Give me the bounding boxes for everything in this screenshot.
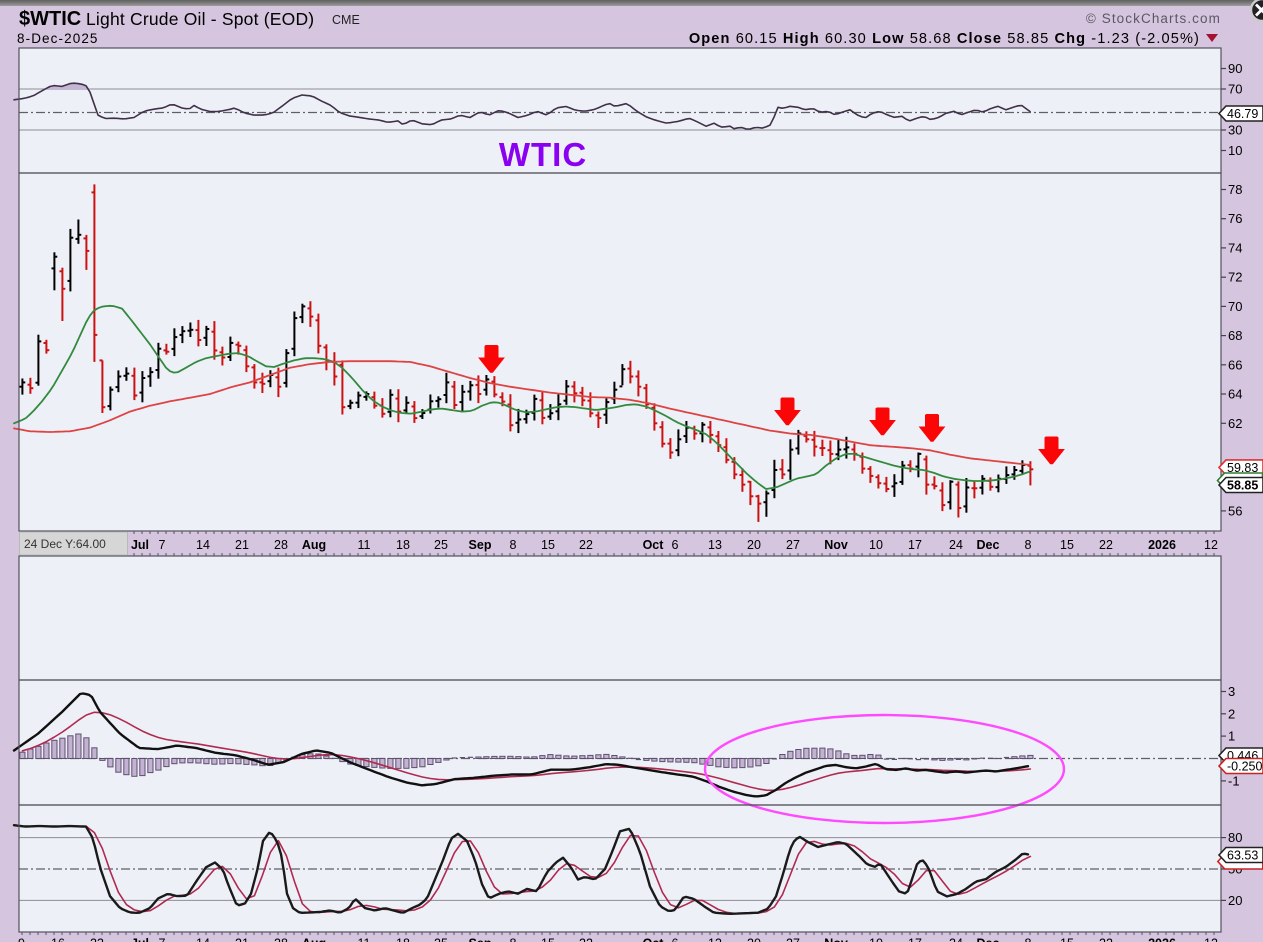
svg-text:10: 10 [869,538,883,552]
svg-text:8: 8 [1025,538,1032,552]
svg-text:8: 8 [510,538,517,552]
svg-text:2026: 2026 [1148,937,1176,942]
svg-text:Oct: Oct [643,538,665,552]
svg-text:Nov: Nov [824,937,848,942]
svg-text:-0.250: -0.250 [1227,760,1262,774]
svg-text:76: 76 [1228,211,1242,226]
svg-text:14: 14 [196,538,210,552]
svg-text:16: 16 [51,937,65,942]
svg-text:20: 20 [1228,893,1242,908]
svg-text:21: 21 [235,538,249,552]
svg-text:Oct: Oct [643,937,665,942]
svg-text:WTIC: WTIC [499,136,587,173]
svg-text:Light Crude Oil - Spot (EOD): Light Crude Oil - Spot (EOD) [86,9,314,29]
svg-text:68: 68 [1228,328,1242,343]
svg-text:Nov: Nov [824,538,848,552]
svg-text:Jul: Jul [131,538,149,552]
svg-text:72: 72 [1228,270,1242,285]
svg-text:13: 13 [708,538,722,552]
svg-text:78: 78 [1228,182,1242,197]
svg-text:66: 66 [1228,357,1242,372]
svg-text:17: 17 [908,937,922,942]
svg-text:Sep: Sep [469,937,492,942]
svg-text:12: 12 [1204,937,1218,942]
svg-text:24: 24 [949,538,963,552]
svg-text:6: 6 [672,538,679,552]
svg-text:21: 21 [235,937,249,942]
svg-text:27: 27 [786,538,800,552]
svg-text:2026: 2026 [1148,538,1176,552]
svg-text:70: 70 [1228,82,1242,97]
svg-text:11: 11 [358,538,371,552]
svg-text:62: 62 [1228,416,1242,431]
svg-text:22: 22 [579,937,593,942]
svg-text:Dec: Dec [977,538,1000,552]
svg-text:13: 13 [708,937,722,942]
svg-text:63.53: 63.53 [1227,849,1258,863]
svg-text:27: 27 [786,937,800,942]
svg-text:Jul: Jul [131,937,149,942]
svg-text:22: 22 [1099,937,1113,942]
svg-text:56: 56 [1228,503,1242,518]
svg-text:Aug: Aug [302,937,326,942]
svg-text:Aug: Aug [302,538,326,552]
svg-text:Open 60.15 High 60.30 Low: Open 60.15 High 60.30 Low 58.68 Close 58… [689,31,1200,47]
svg-text:18: 18 [396,538,410,552]
svg-text:-1: -1 [1228,773,1240,788]
svg-text:28: 28 [274,538,288,552]
svg-text:11: 11 [358,937,371,942]
svg-text:© StockCharts.com: © StockCharts.com [1086,11,1221,26]
svg-text:22: 22 [579,538,593,552]
svg-text:Sep: Sep [469,538,492,552]
svg-text:15: 15 [1060,937,1074,942]
svg-text:7: 7 [159,538,166,552]
svg-text:20: 20 [747,937,761,942]
svg-text:25: 25 [434,937,448,942]
svg-text:10: 10 [869,937,883,942]
svg-text:CME: CME [332,13,360,27]
svg-text:74: 74 [1228,240,1242,255]
svg-text:7: 7 [159,937,166,942]
svg-text:17: 17 [908,538,922,552]
svg-text:12: 12 [1204,538,1218,552]
svg-text:6: 6 [672,937,679,942]
svg-text:59.83: 59.83 [1227,461,1258,475]
svg-text:24 Dec Y:64.00: 24 Dec Y:64.00 [24,537,106,551]
svg-text:30: 30 [1228,123,1242,138]
svg-text:15: 15 [541,937,555,942]
svg-text:25: 25 [434,538,448,552]
svg-text:15: 15 [1060,538,1074,552]
svg-text:8: 8 [510,937,517,942]
svg-text:80: 80 [1228,830,1242,845]
svg-text:1: 1 [1228,729,1235,744]
svg-text:$WTIC: $WTIC [19,8,81,30]
svg-text:64: 64 [1228,387,1242,402]
svg-text:8-Dec-2025: 8-Dec-2025 [17,31,99,46]
svg-text:18: 18 [396,937,410,942]
svg-text:10: 10 [1228,143,1242,158]
svg-text:46.79: 46.79 [1227,107,1258,121]
svg-text:70: 70 [1228,299,1242,314]
svg-text:15: 15 [541,538,555,552]
svg-text:28: 28 [274,937,288,942]
svg-text:22: 22 [1099,538,1113,552]
svg-text:23: 23 [90,937,104,942]
svg-text:20: 20 [747,538,761,552]
svg-text:90: 90 [1228,61,1242,76]
svg-text:9: 9 [18,937,25,942]
svg-text:3: 3 [1228,684,1235,699]
svg-text:2: 2 [1228,706,1235,721]
svg-text:14: 14 [196,937,210,942]
svg-text:Dec: Dec [977,937,1000,942]
svg-text:8: 8 [1025,937,1032,942]
svg-text:24: 24 [949,937,963,942]
svg-text:58.85: 58.85 [1227,479,1258,493]
